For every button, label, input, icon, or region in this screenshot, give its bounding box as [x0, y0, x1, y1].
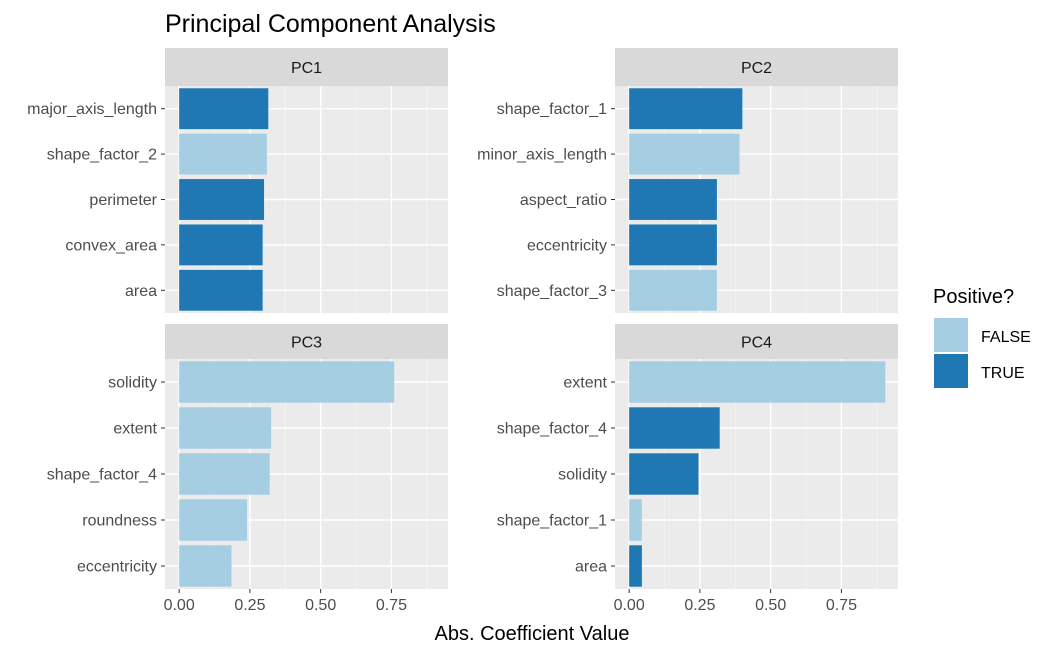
bar [629, 453, 699, 495]
facet-strip [165, 324, 448, 359]
bar [179, 269, 263, 311]
legend-label-false: FALSE [981, 329, 1031, 346]
legend-key-true [934, 354, 968, 388]
y-tick-label: aspect_ratio [520, 192, 607, 209]
legend-label-true: TRUE [981, 365, 1025, 382]
x-tick-label: 0.75 [826, 597, 857, 614]
bar [179, 88, 269, 130]
legend-title: Positive? [933, 286, 1014, 308]
legend-key-false [934, 318, 968, 352]
chart-title: Principal Component Analysis [165, 10, 496, 38]
y-tick-label: extent [113, 421, 157, 438]
bar [179, 224, 263, 266]
bar [179, 361, 395, 403]
bar [179, 133, 267, 175]
y-tick-label: eccentricity [527, 237, 607, 254]
y-tick-label: roundness [82, 513, 157, 530]
bar [629, 224, 717, 266]
bar [629, 361, 886, 403]
bar [179, 499, 248, 541]
bar [179, 179, 265, 220]
bar [629, 499, 642, 541]
y-tick-label: solidity [558, 467, 607, 484]
y-tick-label: convex_area [65, 237, 157, 254]
facet-pc3: PC3 solidity extent shape_factor_4 roundness… [47, 324, 448, 614]
y-tick-label: shape_factor_2 [47, 147, 157, 164]
facet-strip [615, 324, 898, 359]
facet-strip [615, 48, 898, 86]
facet-strip-label: PC4 [741, 335, 772, 352]
x-axis-label: Abs. Coefficient Value [435, 623, 630, 645]
y-tick-label: shape_factor_3 [497, 283, 607, 300]
facet-strip-label: PC2 [741, 60, 772, 77]
bar [629, 269, 717, 311]
bar [629, 407, 720, 449]
facet-strip [165, 48, 448, 86]
x-tick-label: 0.75 [376, 597, 407, 614]
facet-strip-label: PC3 [291, 335, 322, 352]
x-tick-label: 0.00 [614, 597, 645, 614]
bar [179, 407, 272, 449]
y-tick-label: shape_factor_4 [497, 421, 607, 438]
y-tick-label: minor_axis_length [477, 147, 607, 164]
y-tick-label: eccentricity [77, 559, 157, 576]
y-tick-label: major_axis_length [27, 101, 157, 118]
facet-pc1: PC1 major_axis_length shape_factor_2perime… [27, 48, 448, 313]
bar [629, 545, 642, 587]
facet-panels: PC1 major_axis_length shape_factor_2perime… [27, 48, 898, 614]
x-tick-label: 0.25 [684, 597, 715, 614]
y-tick-label: shape_factor_1 [497, 101, 607, 118]
y-tick-label: shape_factor_1 [497, 513, 607, 530]
bar [629, 133, 740, 175]
y-tick-label: perimeter [89, 192, 157, 209]
facet-pc4: PC4 extent shape_factor_4 solidity shape_fac… [497, 324, 898, 614]
x-tick-label: 0.50 [305, 597, 336, 614]
facet-pc2: PC2 shape_factor_1 minor_axis_lengthaspect… [477, 48, 898, 313]
y-tick-label: area [575, 559, 607, 576]
x-tick-label: 0.50 [755, 597, 786, 614]
legend: Positive? FALSE TRUE [933, 286, 1031, 388]
x-tick-label: 0.25 [234, 597, 265, 614]
bar [179, 545, 232, 587]
y-tick-label: solidity [108, 375, 157, 392]
bar [629, 179, 717, 220]
bar [179, 453, 270, 495]
x-tick-label: 0.00 [164, 597, 195, 614]
y-tick-label: shape_factor_4 [47, 467, 157, 484]
y-tick-label: extent [563, 375, 607, 392]
facet-strip-label: PC1 [291, 60, 322, 77]
bar [629, 88, 743, 130]
y-tick-label: area [125, 283, 157, 300]
